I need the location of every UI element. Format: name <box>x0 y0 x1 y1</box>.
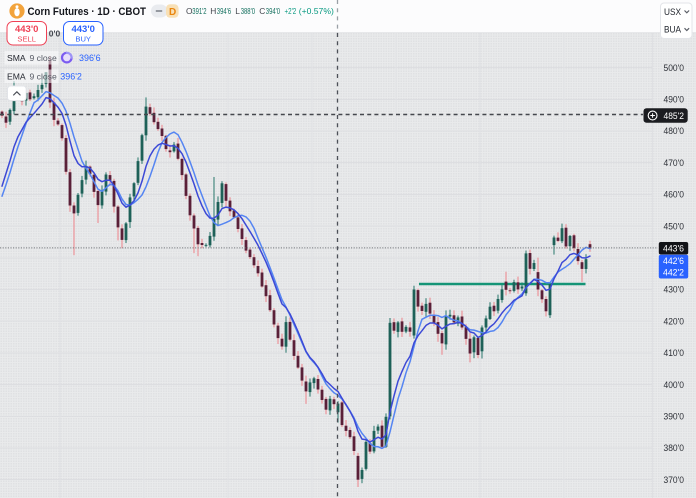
svg-text:443'0: 443'0 <box>71 24 94 35</box>
svg-text:380'0: 380'0 <box>664 443 685 453</box>
svg-text:396'2: 396'2 <box>60 71 82 82</box>
svg-text:450'0: 450'0 <box>664 221 685 231</box>
svg-text:Corn Futures · 1D · CBOT: Corn Futures · 1D · CBOT <box>28 6 147 18</box>
svg-text:442'6: 442'6 <box>663 256 684 266</box>
svg-text:370'0: 370'0 <box>664 475 685 485</box>
svg-text:(+0.57%): (+0.57%) <box>299 6 334 16</box>
svg-text:500'0: 500'0 <box>664 63 685 73</box>
svg-text:430'0: 430'0 <box>664 285 685 295</box>
svg-text:420'0: 420'0 <box>664 316 685 326</box>
svg-text:O: O <box>186 6 193 16</box>
svg-text:9 close: 9 close <box>30 53 57 63</box>
svg-text:C: C <box>259 6 265 16</box>
svg-text:485'2: 485'2 <box>664 111 685 121</box>
svg-text:470'0: 470'0 <box>664 158 685 168</box>
svg-text:394'6: 394'6 <box>217 6 232 16</box>
svg-text:SMA: SMA <box>7 53 26 63</box>
svg-text:394'0: 394'0 <box>266 6 281 16</box>
svg-text:396'6: 396'6 <box>79 52 101 63</box>
svg-text:410'0: 410'0 <box>664 348 685 358</box>
svg-text:EMA: EMA <box>7 72 26 82</box>
svg-text:9 close: 9 close <box>30 72 57 82</box>
svg-text:H: H <box>210 6 216 16</box>
svg-text:391'2: 391'2 <box>192 6 207 16</box>
svg-text:443'6: 443'6 <box>663 243 684 253</box>
svg-text:+2'2: +2'2 <box>285 6 297 16</box>
svg-text:BUY: BUY <box>75 35 91 44</box>
svg-text:460'0: 460'0 <box>664 190 685 200</box>
svg-text:400'0: 400'0 <box>664 380 685 390</box>
svg-text:L: L <box>235 6 240 16</box>
svg-text:D: D <box>169 7 176 18</box>
svg-text:BUA: BUA <box>664 25 681 35</box>
svg-text:490'0: 490'0 <box>664 95 685 105</box>
svg-text:442'2: 442'2 <box>663 268 684 278</box>
svg-text:443'0: 443'0 <box>15 24 38 35</box>
svg-text:USX: USX <box>664 7 681 17</box>
svg-text:0'0: 0'0 <box>49 29 61 39</box>
svg-text:388'0: 388'0 <box>241 6 256 16</box>
svg-text:480'0: 480'0 <box>664 126 685 136</box>
svg-text:SELL: SELL <box>17 35 36 44</box>
svg-text:390'0: 390'0 <box>664 412 685 422</box>
